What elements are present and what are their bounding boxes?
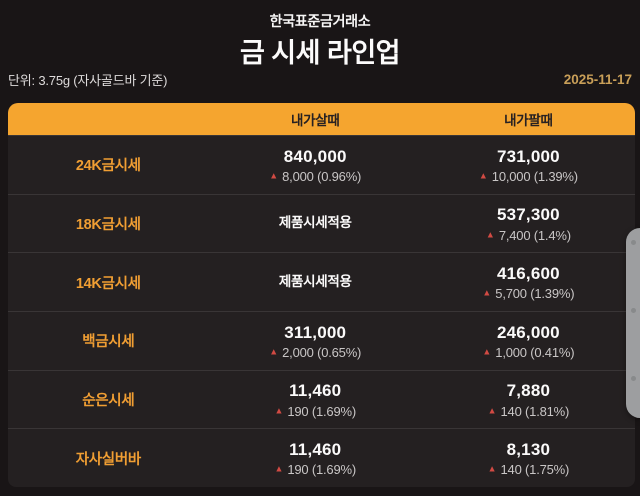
up-triangle-icon: ▲: [482, 346, 492, 357]
buy-price-cell: 11,460 ▲ 190 (1.69%): [209, 380, 422, 418]
up-triangle-icon: ▲: [487, 405, 497, 416]
table-row: 24K금시세 840,000 ▲ 8,000 (0.96%) 731,000 ▲…: [8, 135, 635, 194]
change-text: 5,700 (1.39%): [495, 286, 575, 302]
price-change: ▲ 140 (1.75%): [422, 462, 635, 477]
change-text: 190 (1.69%): [287, 403, 356, 419]
price-change: ▲ 2,000 (0.65%): [209, 345, 422, 360]
page-title: 금 시세 라인업: [239, 38, 401, 68]
price-value: 제품시세적용: [278, 215, 352, 231]
metal-name: 자사실버바: [75, 451, 142, 468]
org-name: 한국표준금거래소: [269, 13, 371, 29]
up-triangle-icon: ▲: [269, 170, 279, 181]
table-row: 백금시세 311,000 ▲ 2,000 (0.65%) 246,000 ▲ 1…: [8, 311, 635, 370]
change-text: 8,000 (0.96%): [282, 168, 362, 184]
price-value: 246,000: [496, 322, 560, 342]
table-header: 내가살때 내가팔때: [8, 103, 635, 135]
sell-price-cell: 416,600 ▲ 5,700 (1.39%): [422, 263, 635, 301]
date-label: 2025-11-17: [563, 72, 632, 87]
up-triangle-icon: ▲: [487, 463, 497, 474]
change-text: 190 (1.69%): [287, 462, 356, 478]
buy-price-cell: 11,460 ▲ 190 (1.69%): [209, 439, 422, 477]
sell-price-cell: 7,880 ▲ 140 (1.81%): [422, 380, 635, 418]
up-triangle-icon: ▲: [485, 229, 495, 240]
price-value: 11,460: [289, 440, 342, 460]
change-text: 2,000 (0.65%): [282, 344, 362, 360]
price-value: 840,000: [283, 146, 347, 166]
metal-name: 14K금시세: [75, 275, 141, 292]
buy-price-cell: 311,000 ▲ 2,000 (0.65%): [209, 322, 422, 360]
widget-dot-icon: [631, 308, 636, 313]
up-triangle-icon: ▲: [482, 287, 492, 298]
price-change: ▲ 140 (1.81%): [422, 404, 635, 419]
floating-widget[interactable]: [626, 228, 640, 418]
price-change: ▲ 190 (1.69%): [209, 404, 422, 419]
change-text: 10,000 (1.39%): [491, 168, 578, 184]
widget-dot-icon: [631, 376, 636, 381]
price-change: ▲ 5,700 (1.39%): [422, 286, 635, 301]
table-row: 14K금시세 제품시세적용 ▲ 416,600 ▲ 5,700 (1.39%): [8, 252, 635, 311]
sell-price-cell: 246,000 ▲ 1,000 (0.41%): [422, 322, 635, 360]
price-change: ▲ 10,000 (1.39%): [422, 169, 635, 184]
sell-price-cell: 8,130 ▲ 140 (1.75%): [422, 439, 635, 477]
price-change: ▲ 190 (1.69%): [209, 462, 422, 477]
up-triangle-icon: ▲: [274, 405, 284, 416]
change-text: 1,000 (0.41%): [495, 344, 575, 360]
meta-bar: 단위: 3.75g (자사골드바 기준) 2025-11-17: [8, 70, 632, 89]
buy-price-cell: 제품시세적용 ▲: [209, 274, 422, 291]
price-change: ▲ 1,000 (0.41%): [422, 345, 635, 360]
unit-label: 단위: 3.75g (자사골드바 기준): [8, 73, 168, 88]
metal-name: 18K금시세: [75, 217, 141, 233]
price-value: 311,000: [284, 322, 347, 342]
price-change: ▲ 7,400 (1.4%): [422, 228, 635, 243]
table-row: 자사실버바 11,460 ▲ 190 (1.69%) 8,130 ▲ 140 (…: [8, 428, 635, 487]
up-triangle-icon: ▲: [478, 170, 488, 181]
widget-dot-icon: [631, 240, 636, 245]
metal-name: 24K금시세: [75, 158, 141, 175]
change-text: 140 (1.75%): [500, 462, 570, 478]
sell-price-cell: 731,000 ▲ 10,000 (1.39%): [422, 146, 635, 184]
price-value: 731,000: [496, 146, 560, 166]
price-value: 416,600: [496, 264, 560, 284]
price-table: 내가살때 내가팔때 24K금시세 840,000 ▲ 8,000 (0.96%)…: [8, 103, 635, 487]
table-row: 순은시세 11,460 ▲ 190 (1.69%) 7,880 ▲ 140 (1…: [8, 369, 635, 429]
price-value: 제품시세적용: [278, 273, 352, 289]
column-header-buy: 내가살때: [290, 113, 340, 128]
price-value: 537,300: [496, 205, 560, 225]
buy-price-cell: 제품시세적용 ▲: [209, 215, 422, 232]
price-value: 8,130: [506, 440, 551, 460]
table-row: 18K금시세 제품시세적용 ▲ 537,300 ▲ 7,400 (1.4%): [8, 193, 635, 253]
sell-price-cell: 537,300 ▲ 7,400 (1.4%): [422, 204, 635, 242]
metal-name: 순은시세: [82, 393, 135, 410]
column-header-sell: 내가팔때: [504, 113, 553, 128]
price-change: ▲ 8,000 (0.96%): [209, 169, 422, 184]
price-value: 7,880: [506, 381, 551, 401]
up-triangle-icon: ▲: [274, 463, 284, 474]
up-triangle-icon: ▲: [269, 346, 279, 357]
metal-name: 백금시세: [82, 334, 135, 351]
change-text: 7,400 (1.4%): [498, 227, 571, 243]
change-text: 140 (1.81%): [500, 403, 570, 419]
price-value: 11,460: [289, 381, 342, 401]
buy-price-cell: 840,000 ▲ 8,000 (0.96%): [209, 146, 422, 184]
